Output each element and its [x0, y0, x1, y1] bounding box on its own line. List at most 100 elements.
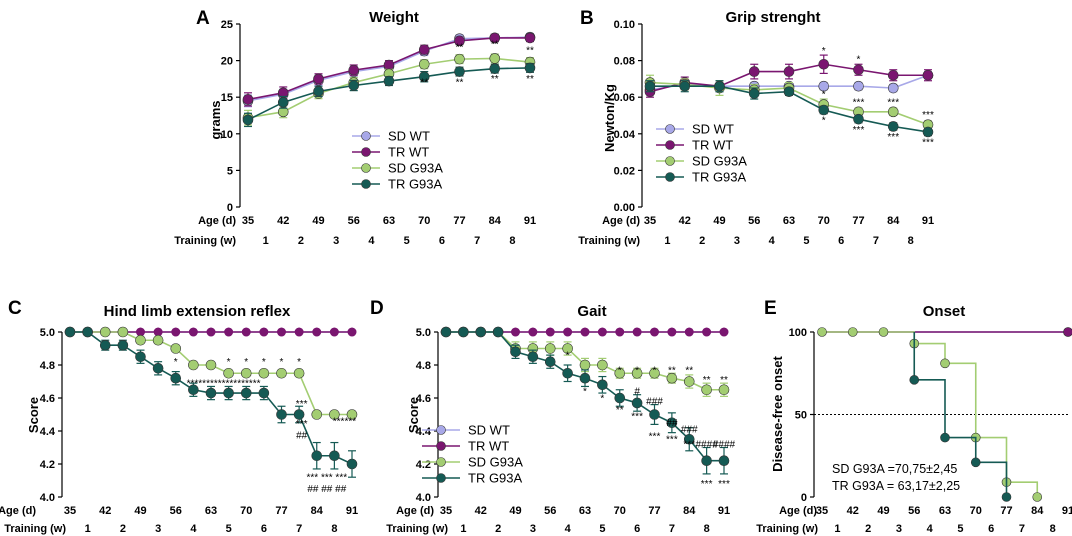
panel-d-training-week: 4 [565, 523, 572, 535]
panel-c-tr-g93a-point [117, 339, 129, 351]
panel-a-xtick-label: 35 [242, 215, 254, 227]
panel-e-tr-wt-point [1063, 327, 1072, 337]
panel-c-ytick-label: 4.2 [40, 459, 55, 471]
panel-c-tr-g93a-point [135, 351, 146, 363]
panel-a-legend-tr-g93a-label: TR G93A [388, 177, 443, 192]
panel-d-xtick-label: 56 [544, 505, 556, 517]
panel-d-training-week: 1 [460, 523, 466, 535]
panel-b-xtick-label: 42 [679, 215, 691, 227]
panel-d-annotation: ### [681, 425, 698, 436]
panel-a-tr-g93a-point [313, 86, 324, 97]
panel-e-tr-g93a-point [940, 432, 950, 443]
panel-a-annotation: ** [526, 45, 534, 56]
panel-d-training-week: 6 [634, 523, 640, 535]
panel-a-annotation: ** [491, 39, 499, 50]
panel-d-tr-wt-point [667, 327, 677, 337]
panel-letter-c: C [8, 298, 22, 319]
panel-d-annotation: ### [646, 397, 663, 408]
panel-b-training-label: Training (w) [578, 235, 640, 247]
panel-c-xtick-label: 42 [99, 505, 111, 517]
panel-d-annotation: * [600, 393, 604, 404]
panel-d-sd-g93a-point [597, 359, 608, 371]
panel-d-tr-g93a-point [579, 372, 591, 384]
panel-c-xtick-label: 63 [205, 505, 217, 517]
panel-c-sd-g93a-point [117, 326, 129, 338]
panel-e-tr-g93a-point [909, 375, 920, 385]
panel-d-tr-g93a-point [631, 397, 643, 409]
panel-b-legend-sd-g93a-marker [665, 156, 675, 166]
panel-c-ytick-label: 4.6 [40, 393, 55, 405]
panel-b-title: Grip strenght [725, 9, 820, 26]
panel-c-xtick-label: 91 [346, 505, 358, 517]
panel-b-ytick-label: 0.02 [614, 165, 635, 177]
panel-d-title: Gait [577, 303, 606, 320]
panel-d-training-week: 5 [599, 523, 605, 535]
panel-b-tr-wt-point [783, 66, 795, 77]
panel-a-tr-wt-point [418, 44, 430, 55]
panel-b-sd-wt-point [818, 80, 830, 92]
panel-d-sd-g93a-point [683, 376, 695, 387]
panel-c-ytick-label: 4.4 [40, 426, 56, 438]
panel-b-ytick-label: 0.00 [614, 202, 635, 214]
panel-d-tr-wt-point [580, 327, 590, 337]
panel-c-training-week: 5 [226, 523, 232, 535]
panel-d-tr-wt-point [684, 327, 694, 337]
panel-c-annotation: * [262, 357, 266, 368]
panel-c-xtick-label: 70 [240, 505, 252, 517]
panel-d-tr-g93a-point [492, 326, 504, 338]
panel-b-tr-g93a-point [887, 121, 899, 132]
panel-a-tr-wt-point [454, 35, 465, 47]
panel-a-xtick-label: 70 [418, 215, 430, 227]
panel-d-legend-sd-wt-label: SD WT [468, 423, 510, 438]
panel-c-annotation: * [244, 357, 248, 368]
panel-b-legend-tr-g93a-marker [665, 172, 675, 182]
panel-d-legend-tr-g93a-label: TR G93A [468, 471, 523, 486]
panel-a-tr-g93a-point [277, 97, 289, 108]
panel-c-training-week: 3 [155, 523, 161, 535]
panel-c-tr-g93a-point [240, 387, 252, 399]
panel-d-ytick-label: 5.0 [416, 327, 431, 339]
panel-d-sd-g93a-point [544, 343, 556, 354]
panel-c-sd-g93a-point [223, 367, 234, 379]
panel-d-ytick-label: 4.4 [416, 426, 432, 438]
panel-b-legend-tr-wt-label: TR WT [692, 138, 733, 153]
panel-d-tr-wt-point [597, 327, 607, 337]
panel-a-tr-g93a-point [489, 63, 501, 74]
panel-d-tr-wt-point [632, 327, 642, 337]
panel-a-training-week: 1 [263, 235, 269, 247]
panel-a-training-label: Training (w) [174, 235, 236, 247]
panel-d-training-label: Training (w) [386, 523, 448, 535]
panel-c-tr-wt-point [294, 327, 304, 337]
panel-d-tr-g93a-point [597, 379, 608, 391]
panel-c-xtick-label: 35 [64, 505, 76, 517]
panel-e-title: Onset [923, 303, 966, 320]
panel-b-training-week: 7 [873, 235, 879, 247]
panel-d-legend-sd-g93a-marker [436, 457, 446, 467]
panel-d-tr-wt-point [545, 327, 555, 337]
panel-a-legend-sd-g93a-marker [361, 163, 371, 173]
panel-b-annotation: *** [922, 110, 934, 121]
panel-b-ylabel: Newton/Kg [602, 84, 617, 152]
panel-e-sd-g93a-point [1032, 492, 1043, 502]
panel-e-xtick-label: 42 [847, 505, 859, 517]
panel-a-training-week: 5 [404, 235, 410, 247]
panel-a-training-week: 7 [474, 235, 480, 247]
panel-c-sd-g93a-point [293, 367, 305, 379]
panel-a-training-week: 6 [439, 235, 445, 247]
panel-e-training-week: 3 [896, 523, 902, 535]
panel-a-annotation: ** [526, 74, 534, 85]
panel-c-ytick-label: 5.0 [40, 327, 55, 339]
panel-c-tr-wt-point [312, 327, 322, 337]
panel-d-ytick-label: 4.8 [416, 360, 431, 372]
panel-e-sd-g93a-point [878, 327, 889, 337]
panel-d-tr-g93a-point [544, 356, 556, 368]
panel-e-xtick-label: 35 [816, 505, 828, 517]
panel-a-legend-sd-g93a-label: SD G93A [388, 161, 443, 176]
panel-c-tr-g93a-point [205, 387, 217, 399]
panel-a-sd-g93a-point [418, 58, 430, 70]
panel-c-annotation: * [227, 357, 231, 368]
panel-b-training-week: 3 [734, 235, 740, 247]
panel-b-xtick-label: 35 [644, 215, 656, 227]
panel-d-xtick-label: 77 [648, 505, 660, 517]
